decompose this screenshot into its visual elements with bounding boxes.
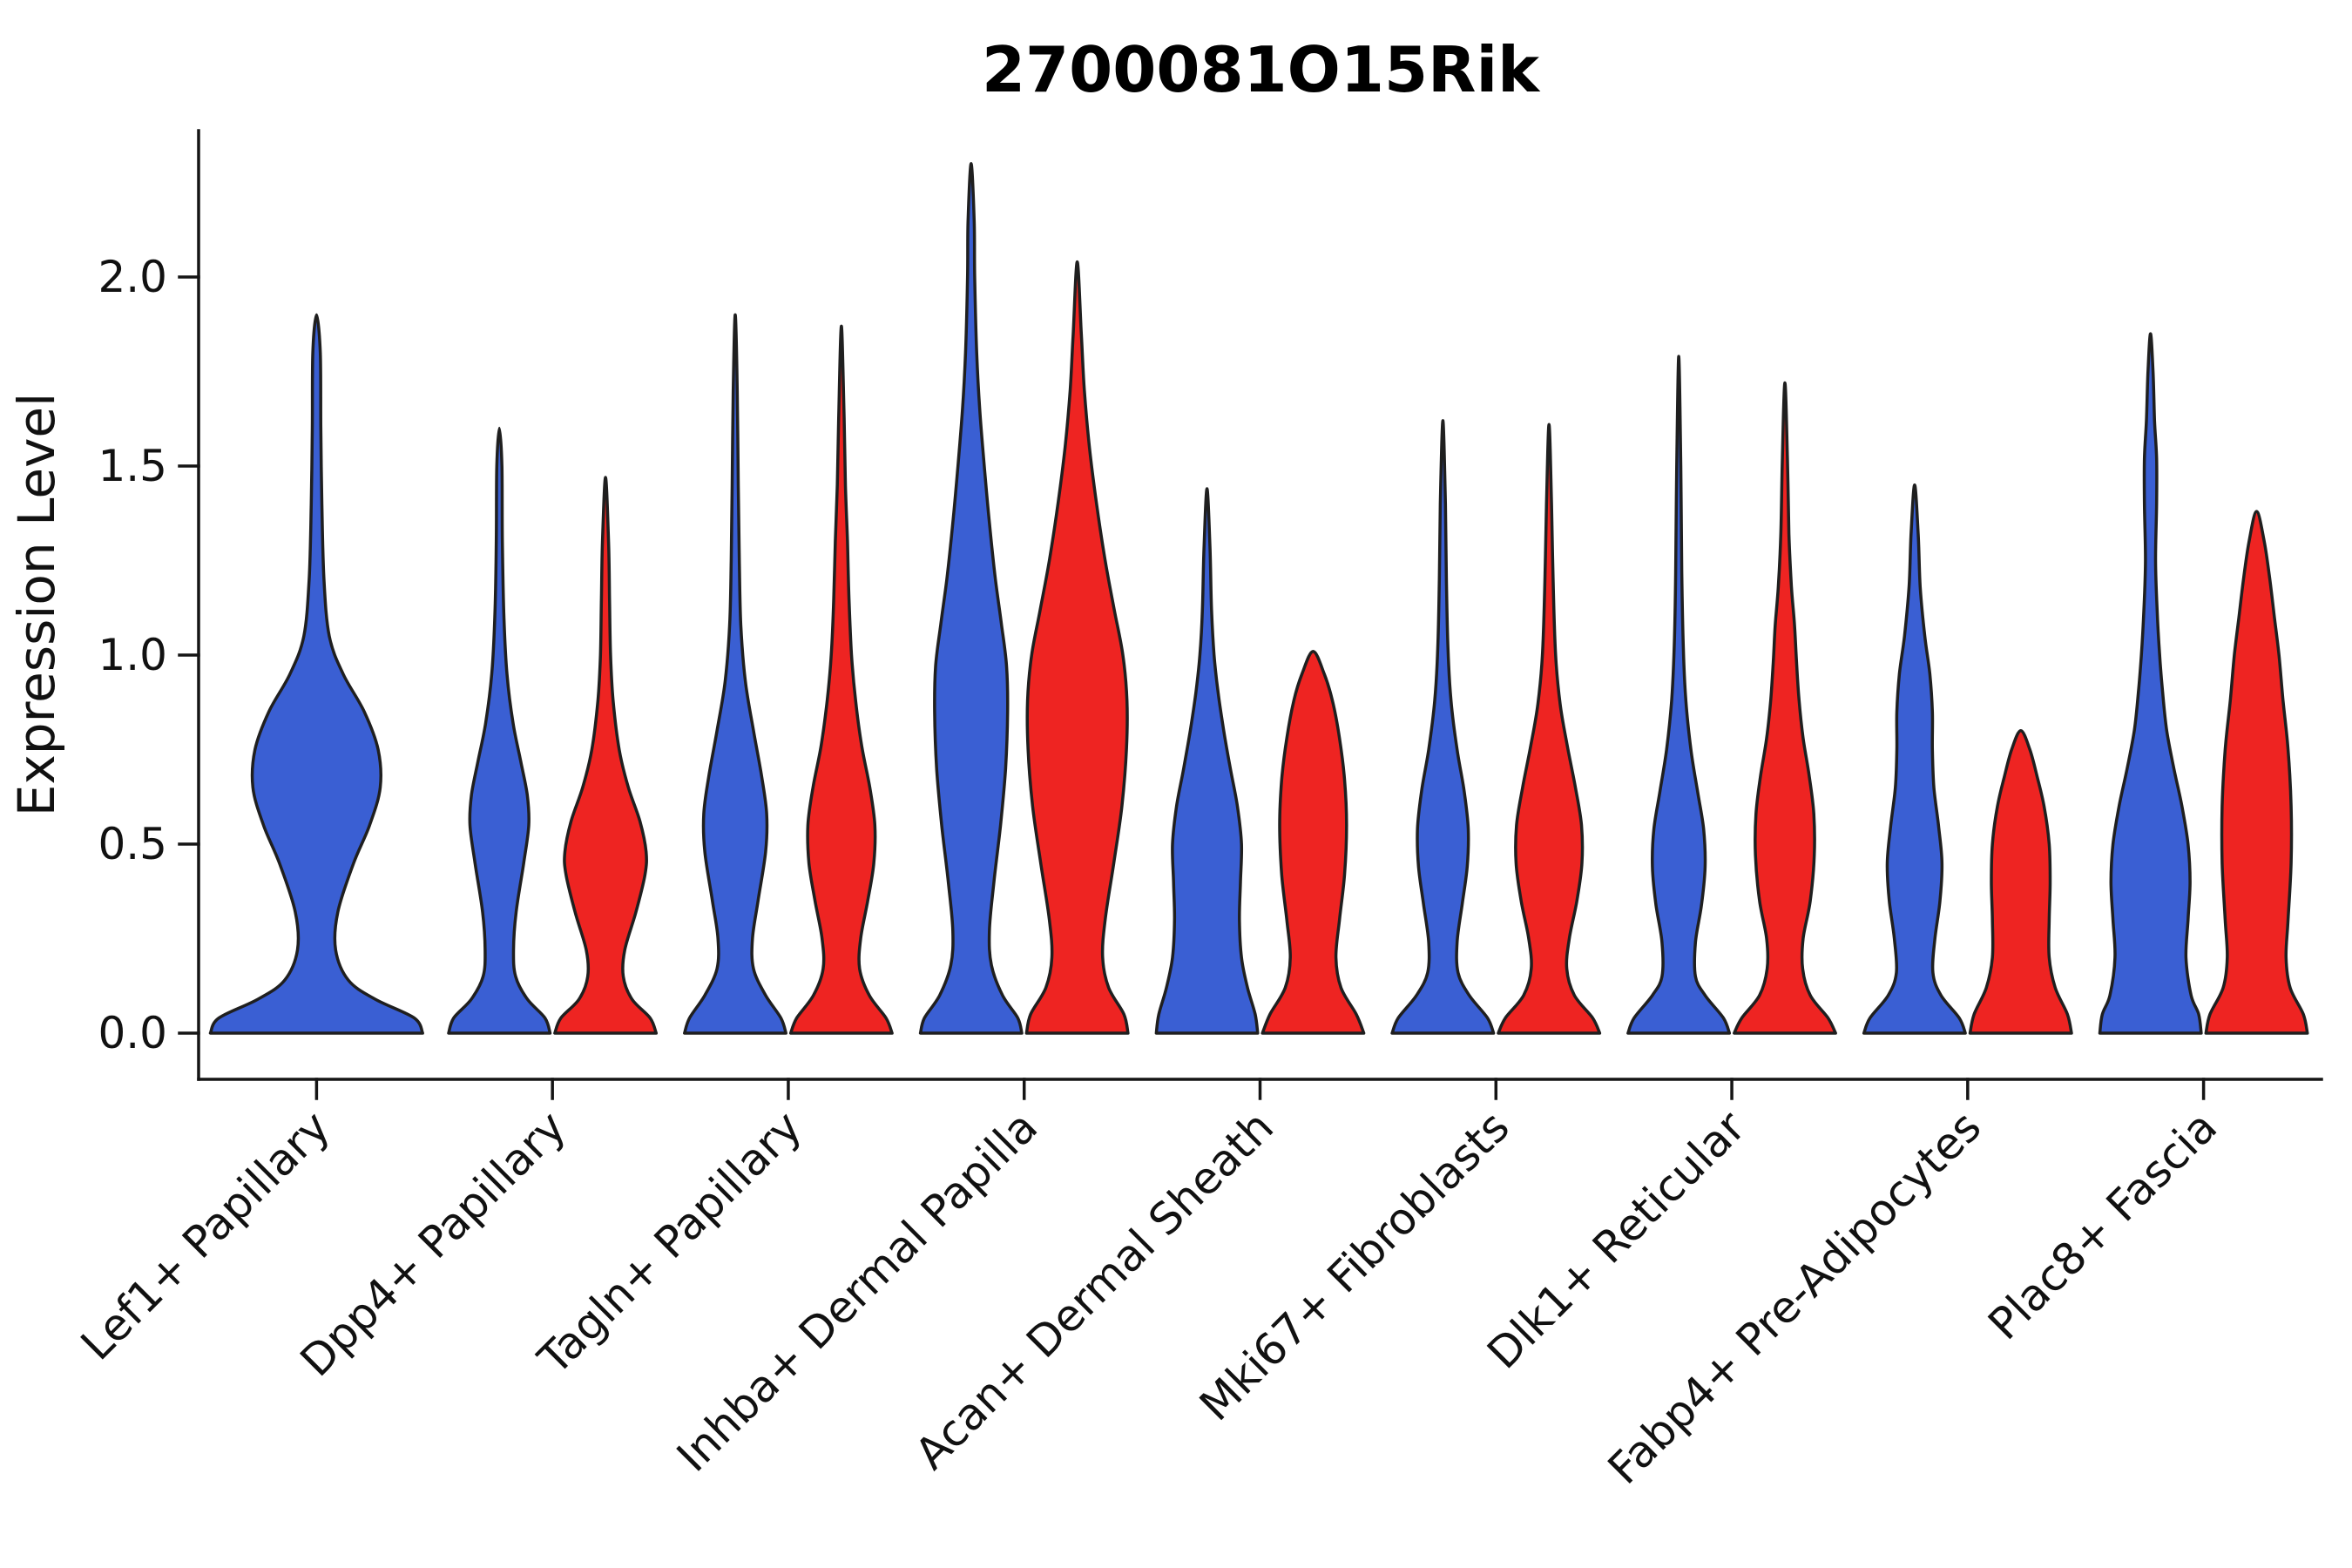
violin-fabp4-pre-adipocytes-red [1968,729,2073,1035]
violin-plac8-fascia-blue [2098,332,2203,1035]
violin-tagln-papillary-red [788,324,894,1035]
violin-acan-dermal-sheath-red [1260,649,1366,1035]
x-tick-label: Plac8+ Fascia [1978,1101,2227,1349]
violin-dlk1-reticular-red [1733,381,1837,1035]
violin-dlk1-reticular-blue [1626,355,1732,1035]
x-tick-label: Tagln+ Papillary [528,1101,811,1384]
violin-tagln-papillary-blue [683,313,787,1035]
violin-acan-dermal-sheath-blue [1154,487,1260,1035]
violin-plac8-fascia-red [2204,510,2309,1035]
y-tick-label: 0.0 [98,1008,167,1058]
y-tick-label: 1.0 [98,630,167,680]
y-tick-label: 0.5 [98,819,167,869]
x-tick-label: Lef1+ Papillary [71,1101,340,1369]
x-tick-label: Fabp4+ Pre-Adipocytes [1598,1101,1991,1494]
y-axis-layer: 0.0 0.5 1.0 1.5 2.0 [98,252,200,1058]
y-tick-label: 2.0 [98,252,167,302]
violin-fabp4-pre-adipocytes-blue [1862,483,1967,1035]
y-axis-label: Expression Level [7,393,66,816]
x-tick-label: Dlk1+ Reticular [1477,1101,1754,1378]
violins-layer [208,162,2309,1035]
violin-mki67-fibroblasts-red [1497,422,1602,1035]
chart-title: 2700081O15Rik [982,33,1541,106]
violin-lef1-papillary-blue [208,313,424,1035]
violin-mki67-fibroblasts-blue [1390,419,1496,1035]
violin-inhba-dermal-papilla-red [1024,260,1130,1035]
violin-dpp4-papillary-blue [447,426,552,1035]
violin-inhba-dermal-papilla-blue [918,162,1024,1035]
violin-dpp4-papillary-red [553,476,659,1035]
y-tick-label: 1.5 [98,441,167,491]
